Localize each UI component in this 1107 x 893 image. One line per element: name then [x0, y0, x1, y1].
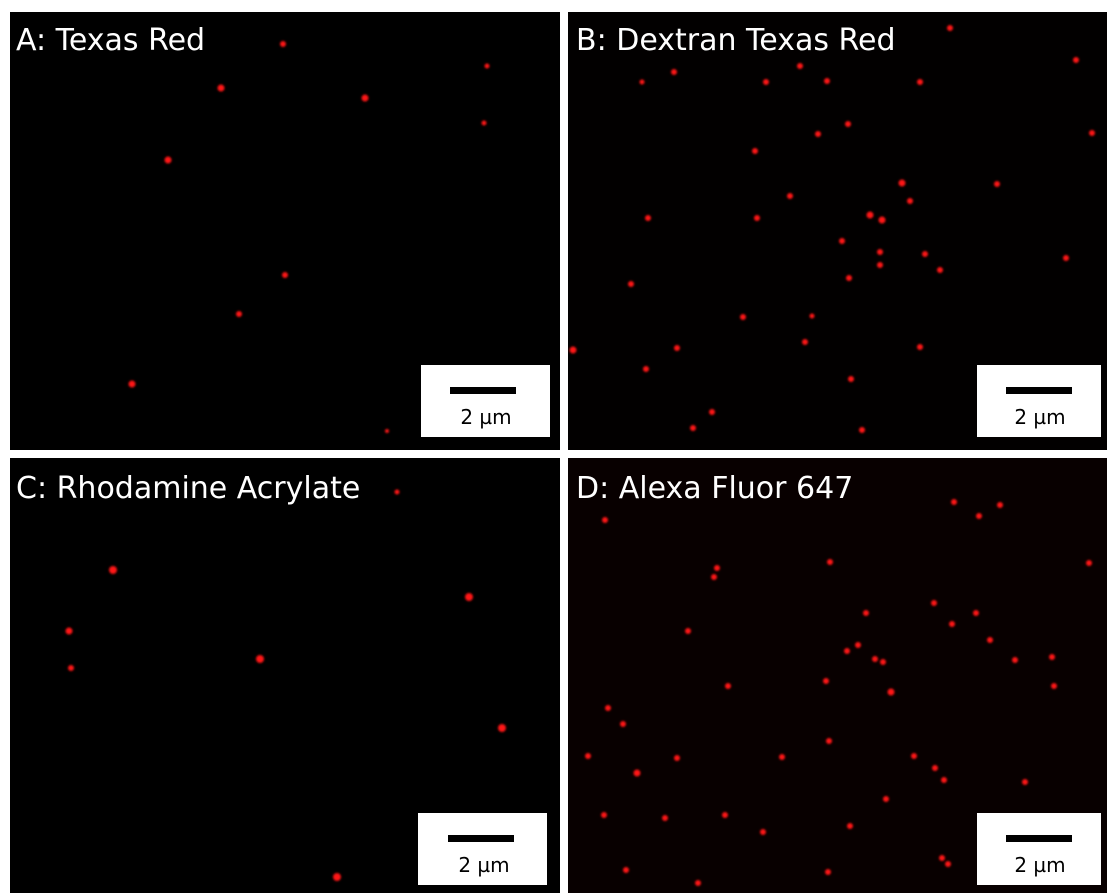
figure: A: Texas Red B: Dextran Texas Red C: Rho…: [0, 0, 1107, 893]
panel-label: A: Texas Red: [16, 23, 205, 58]
scale-bar: [1006, 387, 1072, 394]
panel-label: D: Alexa Fluor 647: [576, 471, 853, 506]
scale-label: 2 µm: [1014, 853, 1065, 877]
scale-label: 2 µm: [1014, 405, 1065, 429]
scale-bar: [1006, 835, 1072, 842]
page: A: Texas Red B: Dextran Texas Red C: Rho…: [0, 0, 1107, 893]
panel-label: B: Dextran Texas Red: [576, 23, 896, 58]
scale-label: 2 µm: [458, 853, 509, 877]
scale-label: 2 µm: [460, 405, 511, 429]
scale-bar: [448, 835, 514, 842]
scale-bar: [450, 387, 516, 394]
panel-label: C: Rhodamine Acrylate: [16, 471, 360, 506]
